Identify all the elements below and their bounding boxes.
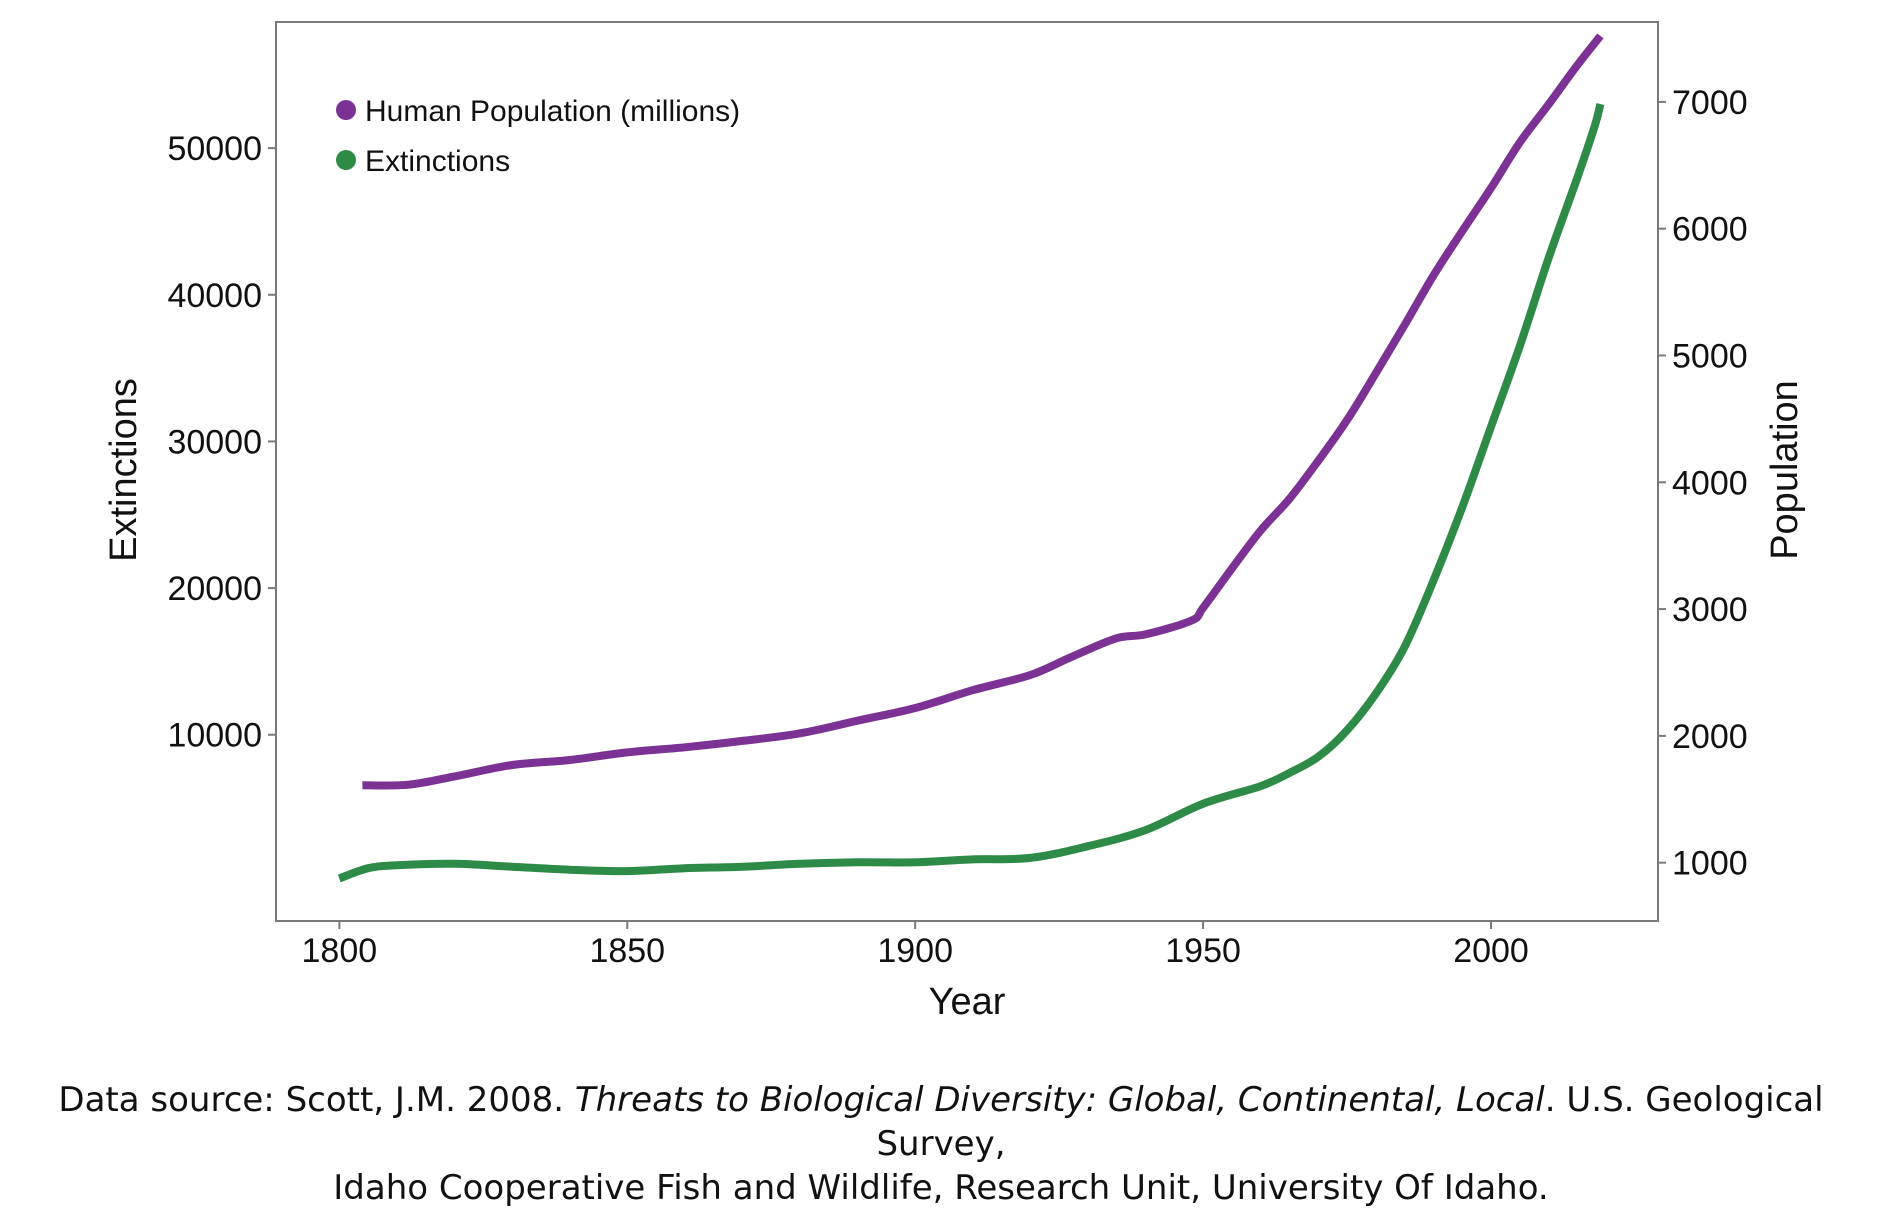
- data-source-caption: Data source: Scott, J.M. 2008. Threats t…: [0, 1078, 1882, 1210]
- extinctions-line: [337, 103, 1605, 883]
- left-y-axis-ticks: 10000 20000 30000 40000 50000: [167, 130, 276, 755]
- caption-suffix: . U.S. Geological Survey,: [876, 1080, 1824, 1164]
- right-y-tick-label: 3000: [1672, 591, 1748, 629]
- population-line: [362, 33, 1604, 790]
- right-y-axis-ticks: 1000 2000 3000 4000 5000 6000 7000: [1658, 84, 1748, 883]
- left-y-tick-label: 30000: [167, 423, 262, 461]
- left-y-axis-title: Extinctions: [103, 378, 145, 562]
- series-layer: [337, 33, 1605, 883]
- left-y-tick-label: 10000: [167, 717, 262, 755]
- left-y-tick-label: 20000: [167, 570, 262, 608]
- legend: Human Population (millions) Extinctions: [336, 95, 740, 178]
- right-y-tick-label: 1000: [1672, 845, 1748, 883]
- right-y-tick-label: 5000: [1672, 337, 1748, 375]
- legend-label-extinctions: Extinctions: [365, 145, 510, 178]
- legend-marker-extinctions: [336, 150, 356, 170]
- x-tick-label: 2000: [1453, 932, 1529, 970]
- x-tick-label: 1950: [1165, 932, 1241, 970]
- right-y-tick-label: 7000: [1672, 84, 1748, 122]
- legend-label-population: Human Population (millions): [365, 95, 740, 128]
- caption-prefix: Data source: Scott, J.M. 2008.: [58, 1080, 575, 1120]
- legend-marker-population: [336, 100, 356, 120]
- left-y-tick-label: 40000: [167, 277, 262, 315]
- right-y-tick-label: 6000: [1672, 211, 1748, 249]
- x-tick-label: 1850: [589, 932, 665, 970]
- right-y-axis-title: Population: [1764, 380, 1806, 560]
- right-y-tick-label: 4000: [1672, 464, 1748, 502]
- x-axis-title: Year: [929, 981, 1006, 1020]
- x-tick-label: 1900: [877, 932, 953, 970]
- left-y-tick-label: 50000: [167, 130, 262, 168]
- x-axis-ticks: 1800 1850 1900 1950 2000: [302, 921, 1529, 970]
- x-tick-label: 1800: [302, 932, 378, 970]
- right-y-tick-label: 2000: [1672, 718, 1748, 756]
- chart: 1800 1850 1900 1950 2000 10000 20000 30000 4000…: [103, 21, 1806, 1020]
- caption-title: Threats to Biological Diversity: Global,…: [574, 1080, 1545, 1120]
- caption-line-1: Data source: Scott, J.M. 2008. Threats t…: [0, 1078, 1882, 1166]
- caption-line-2: Idaho Cooperative Fish and Wildlife, Res…: [333, 1168, 1549, 1208]
- plot-frame: [275, 21, 1659, 922]
